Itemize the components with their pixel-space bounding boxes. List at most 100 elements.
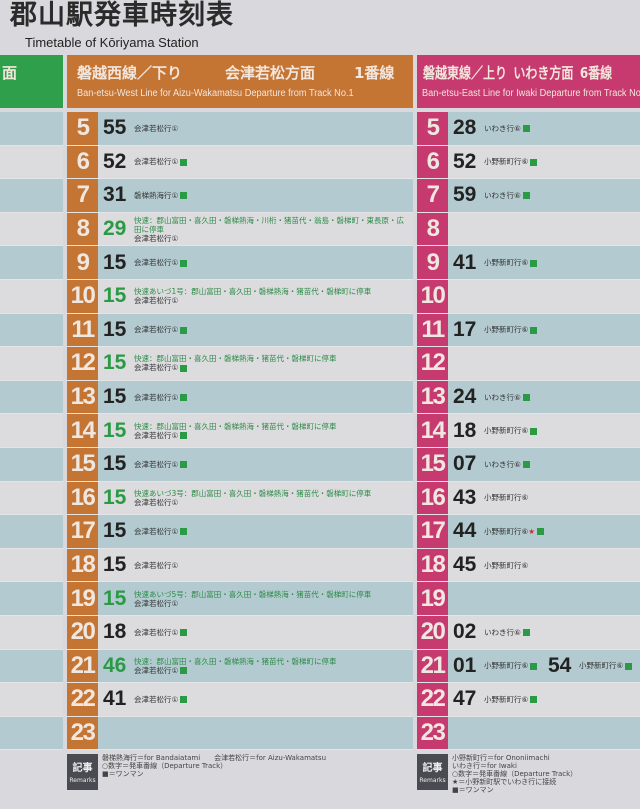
- left-partial-row: [0, 515, 63, 549]
- departure-minute: 31: [103, 183, 127, 207]
- departure-info: 会津若松行①: [134, 325, 188, 334]
- departure-minute: 44: [453, 519, 477, 543]
- hour-label: 19: [67, 582, 98, 615]
- west-remarks: 記事 Remarks 磐梯熱海行＝for Bandaiatami 会津若松行＝for…: [67, 754, 413, 790]
- departure: 15 会津若松行①: [103, 246, 188, 279]
- remarks-text: 磐梯熱海行＝for Bandaiatami 会津若松行＝for Aizu-Wak…: [102, 754, 326, 778]
- departure-minute: 15: [103, 586, 127, 610]
- destination: 小野新町行⑥: [484, 325, 529, 335]
- east-direction: いわき方面: [513, 64, 574, 82]
- departure-info: 快速：郡山富田・喜久田・磐梯熱海・猪苗代・磐梯町に停車 会津若松行①: [134, 422, 337, 440]
- page-title: 郡山駅発車時刻表: [10, 0, 234, 31]
- hour-row: 7 31 磐梯熱海行①: [67, 179, 413, 213]
- left-partial-row: [0, 716, 63, 751]
- hour-row: 22 47 小野新町行⑥: [417, 683, 640, 717]
- hour-row: 9 41 小野新町行⑥: [417, 246, 640, 280]
- left-partial-row: [0, 548, 63, 583]
- remarks-label-jp: 記事: [422, 763, 443, 774]
- left-partial-row: [0, 582, 63, 616]
- hour-label: 16: [417, 481, 448, 515]
- hour-label: 9: [67, 246, 98, 279]
- hour-label: 6: [67, 145, 98, 179]
- departure-info: 会津若松行①: [134, 258, 188, 267]
- left-partial-row: [0, 246, 63, 280]
- departure-minute: 18: [453, 418, 477, 442]
- remarks-line: ○数字＝発車番線（Departure Track）: [452, 770, 578, 778]
- departure-minute: 02: [453, 620, 477, 644]
- departure: 15 会津若松行①: [103, 448, 188, 481]
- remarks-line: 小野新町行＝for Ononiimachi: [452, 754, 550, 762]
- destination: 磐梯熱海行①: [134, 190, 179, 200]
- departure-minute: 54: [548, 653, 572, 677]
- left-partial-row: [0, 145, 63, 180]
- east-line-name: 磐越東線／上り: [423, 64, 508, 82]
- destination: いわき行⑥: [484, 459, 521, 469]
- hour-label: 17: [67, 515, 98, 548]
- departure: 43 小野新町行⑥: [453, 482, 528, 515]
- hour-row: 16 43 小野新町行⑥: [417, 481, 640, 516]
- hour-label: 15: [67, 447, 98, 481]
- remarks-label: 記事 Remarks: [67, 754, 98, 790]
- express-stops-note: 快速あいづ1号：郡山富田・喜久田・磐梯熱海・猪苗代・磐梯町に停車: [134, 287, 372, 297]
- remarks-line: ○数字＝発車番線（Departure Track）: [102, 762, 228, 770]
- departure-minute: 46: [103, 653, 127, 677]
- hour-label: 8: [67, 212, 98, 246]
- departure-minute: 17: [453, 317, 477, 341]
- west-direction: 会津若松方面: [225, 64, 316, 82]
- west-header-en: Ban-etsu-West Line for Aizu-Wakamatsu De…: [77, 88, 354, 99]
- remarks-label-jp: 記事: [72, 763, 93, 774]
- one-man-icon: [180, 629, 188, 637]
- hour-label: 20: [417, 615, 448, 649]
- departure: 15 快速あいづ5号：郡山富田・喜久田・磐梯熱海・猪苗代・磐梯町に停車 会津若松行①: [103, 582, 371, 615]
- departure-info: いわき行⑥: [484, 393, 530, 402]
- one-man-icon: [530, 427, 538, 435]
- departure: 31 磐梯熱海行①: [103, 179, 188, 212]
- destination: 小野新町行⑥: [484, 560, 529, 570]
- departure-minute: 15: [103, 385, 127, 409]
- hour-label: 21: [417, 649, 448, 683]
- hour-row: 13 24 いわき行⑥: [417, 380, 640, 415]
- hour-row: 5 28 いわき行⑥: [417, 112, 640, 146]
- departure: 52 小野新町行⑥: [453, 146, 538, 179]
- left-partial-header-text: 面: [2, 64, 18, 82]
- west-line-name: 磐越西線／下り: [77, 64, 183, 82]
- hour-label: 12: [417, 347, 448, 380]
- destination: 会津若松行①: [134, 123, 179, 133]
- express-stops-note: 快速あいづ5号：郡山富田・喜久田・磐梯熱海・猪苗代・磐梯町に停車: [134, 589, 372, 599]
- departure: 52 会津若松行①: [103, 146, 188, 179]
- hour-row: 21 46 快速：郡山富田・喜久田・磐梯熱海・猪苗代・磐梯町に停車 会津若松行①: [67, 649, 413, 684]
- departure-minute: 15: [103, 317, 127, 341]
- hour-row: 6 52 会津若松行①: [67, 145, 413, 180]
- left-partial-row: [0, 347, 63, 381]
- hour-row: 6 52 小野新町行⑥: [417, 145, 640, 180]
- departure-info: 小野新町行⑥: [484, 695, 538, 704]
- one-man-icon: [180, 696, 188, 704]
- destination: 会津若松行①: [134, 157, 179, 167]
- departure: 15 快速：郡山富田・喜久田・磐梯熱海・猪苗代・磐梯町に停車 会津若松行①: [103, 414, 337, 447]
- departure-minute: 15: [103, 485, 127, 509]
- hour-row: 10 15 快速あいづ1号：郡山富田・喜久田・磐梯熱海・猪苗代・磐梯町に停車 会津若松…: [67, 279, 413, 314]
- departure-minute: 52: [453, 149, 477, 173]
- hour-row: 17 15 会津若松行①: [67, 515, 413, 549]
- one-man-icon: [180, 192, 188, 200]
- departure-info: 小野新町行⑥: [484, 325, 538, 335]
- destination: 会津若松行①: [134, 363, 179, 373]
- left-partial-row: [0, 649, 63, 684]
- departure: 18 小野新町行⑥: [453, 414, 538, 447]
- one-man-icon: [536, 528, 544, 536]
- hour-row: 22 41 会津若松行①: [67, 683, 413, 717]
- destination: 小野新町行⑥: [484, 526, 529, 536]
- one-man-icon: [522, 192, 530, 200]
- hour-label: 18: [67, 548, 98, 582]
- express-stops-note: 快速：郡山富田・喜久田・磐梯熱海・猪苗代・磐梯町に停車: [134, 354, 337, 364]
- departure-info: 会津若松行①: [134, 460, 188, 469]
- hour-label: 19: [417, 582, 448, 615]
- express-stops-note: 快速あいづ3号：郡山富田・喜久田・磐梯熱海・猪苗代・磐梯町に停車: [134, 488, 372, 498]
- departure: 28 いわき行⑥: [453, 112, 530, 145]
- hour-row: 11 17 小野新町行⑥: [417, 313, 640, 348]
- departure-minute: 15: [103, 250, 127, 274]
- departure-minute: 01: [453, 653, 477, 677]
- departure: 15 快速あいづ1号：郡山富田・喜久田・磐梯熱海・猪苗代・磐梯町に停車 会津若松行①: [103, 280, 371, 313]
- destination: 小野新町行⑥: [484, 661, 529, 671]
- remarks-line: ■＝ワンマン: [102, 770, 144, 778]
